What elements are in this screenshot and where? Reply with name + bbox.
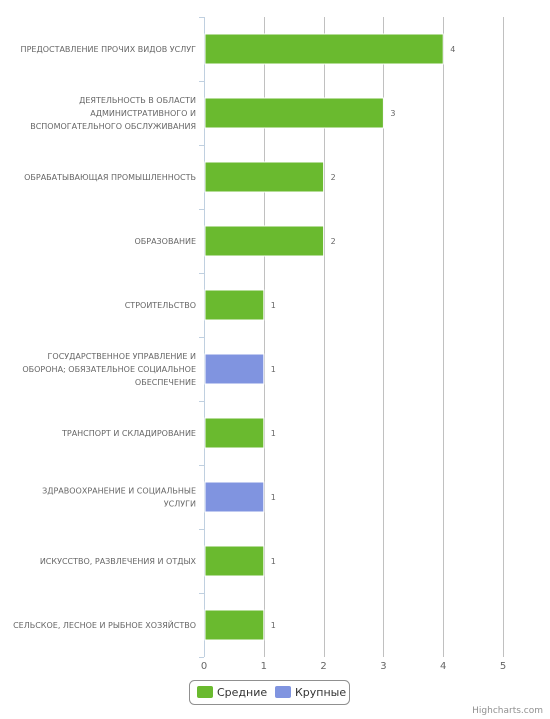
legend-box (189, 680, 350, 705)
x-tick-label: 4 (440, 661, 446, 672)
data-label: 1 (271, 429, 276, 438)
bar[interactable] (204, 353, 265, 385)
data-labels: 4 3 2 2 1 1 1 1 1 1 (271, 45, 455, 630)
category-label: ГОСУДАРСТВЕННОЕ УПРАВЛЕНИЕ И ОБОРОНА; ОБЯ… (22, 352, 196, 387)
x-tick-label: 1 (261, 661, 267, 672)
bar[interactable] (204, 609, 265, 641)
category-label: ДЕЯТЕЛЬНОСТЬ В ОБЛАСТИ АДМИНИСТРАТИВНОГО … (30, 96, 196, 131)
legend-swatch (197, 686, 213, 698)
data-label: 1 (271, 557, 276, 566)
bar[interactable] (204, 481, 265, 513)
credits-link[interactable]: Highcharts.com (472, 706, 543, 716)
legend: Средние Крупные (189, 680, 350, 705)
category-labels: ПРЕДОСТАВЛЕНИЕ ПРОЧИХ ВИДОВ УСЛУГ ДЕЯТЕЛЬ… (13, 45, 196, 630)
category-label: ТРАНСПОРТ И СКЛАДИРОВАНИЕ (61, 429, 196, 438)
x-axis-tick-labels: 0 1 2 3 4 5 (201, 661, 506, 672)
legend-swatch (275, 686, 291, 698)
x-tick-label: 0 (201, 661, 207, 672)
data-label: 1 (271, 621, 276, 630)
data-label: 2 (331, 237, 336, 246)
category-label: СТРОИТЕЛЬСТВО (125, 301, 196, 310)
legend-item[interactable]: Крупные (275, 686, 346, 699)
data-label: 1 (271, 301, 276, 310)
legend-label: Крупные (295, 686, 346, 699)
legend-item[interactable]: Средние (197, 686, 267, 699)
category-label: ОБРАБАТЫВАЮЩАЯ ПРОМЫШЛЕННОСТЬ (24, 173, 196, 182)
category-label: ЗДРАВООХРАНЕНИЕ И СОЦИАЛЬНЫЕ УСЛУГИ (42, 487, 196, 509)
bar[interactable] (204, 161, 325, 193)
data-label: 1 (271, 493, 276, 502)
data-label: 4 (450, 45, 455, 54)
bars (204, 33, 444, 641)
bar[interactable] (204, 97, 384, 129)
category-label: СЕЛЬСКОЕ, ЛЕСНОЕ И РЫБНОЕ ХОЗЯЙСТВО (13, 619, 196, 630)
bar[interactable] (204, 545, 265, 577)
data-label: 1 (271, 365, 276, 374)
legend-label: Средние (217, 686, 267, 699)
x-tick-label: 2 (320, 661, 326, 672)
category-label: ПРЕДОСТАВЛЕНИЕ ПРОЧИХ ВИДОВ УСЛУГ (21, 45, 197, 54)
category-label: ОБРАЗОВАНИЕ (134, 237, 196, 246)
x-tick-label: 3 (380, 661, 386, 672)
bar[interactable] (204, 33, 444, 65)
data-label: 3 (390, 109, 395, 118)
bar[interactable] (204, 417, 265, 449)
bar[interactable] (204, 225, 325, 257)
category-label: ИСКУССТВО, РАЗВЛЕЧЕНИЯ И ОТДЫХ (40, 557, 197, 566)
x-tick-label: 5 (500, 661, 506, 672)
bar[interactable] (204, 289, 265, 321)
data-label: 2 (331, 173, 336, 182)
